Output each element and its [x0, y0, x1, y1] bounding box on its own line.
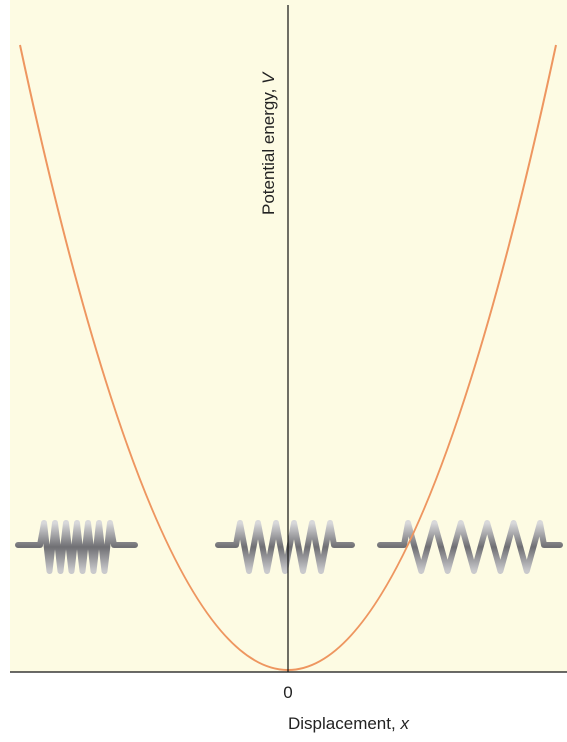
x-axis-symbol: x [399, 714, 409, 733]
spring [15, 520, 138, 574]
y-axis-label-text: Potential energy, [259, 89, 278, 215]
spring [377, 520, 563, 574]
x-axis-label-text: Displacement, [288, 714, 396, 733]
y-axis-symbol: V [259, 71, 278, 84]
springs [15, 520, 563, 574]
x-axis-label: Displacement, x [288, 714, 409, 733]
y-axis-label: Potential energy, V [259, 71, 278, 215]
origin-label: 0 [283, 683, 292, 702]
spring [215, 520, 355, 574]
